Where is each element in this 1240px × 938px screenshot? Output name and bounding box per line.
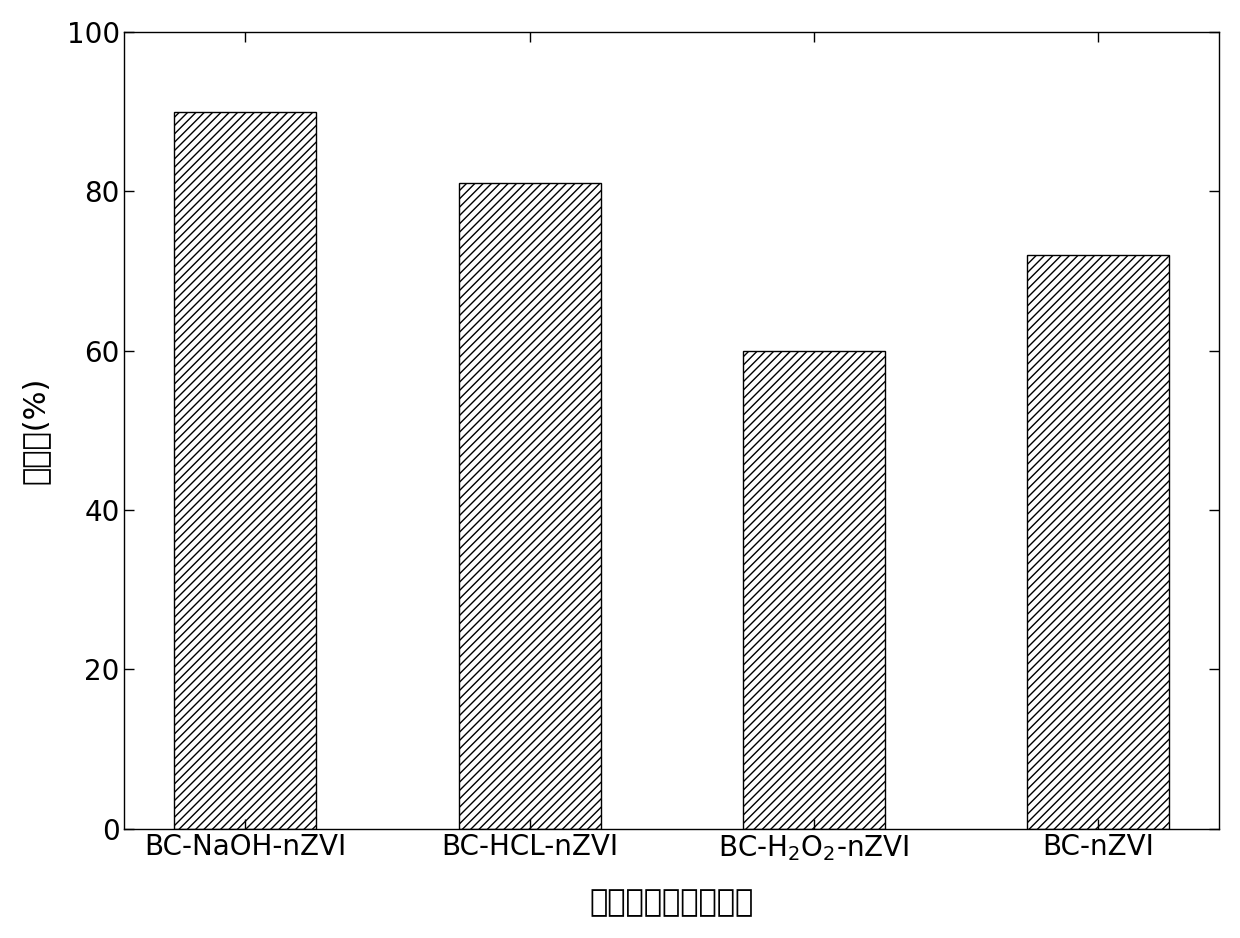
Y-axis label: 吸附率(%): 吸附率(%) xyxy=(21,376,50,484)
X-axis label: 不同改性方法的样品: 不同改性方法的样品 xyxy=(590,888,754,917)
Bar xyxy=(175,112,316,828)
Bar xyxy=(459,183,600,828)
Bar xyxy=(1027,255,1169,828)
Bar xyxy=(743,351,885,828)
